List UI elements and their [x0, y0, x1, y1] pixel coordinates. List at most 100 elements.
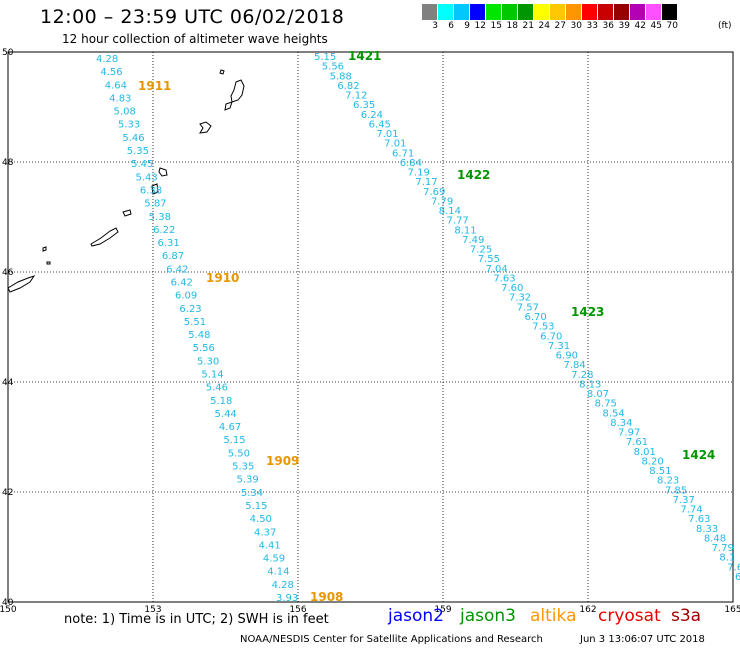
color-scale-tick: 39: [618, 21, 630, 31]
legend-cryosat: cryosat: [598, 606, 661, 626]
altika-track-value: 4.14: [267, 567, 289, 578]
altika-track-value: 4.41: [258, 540, 280, 551]
altika-track-value: 5.14: [201, 370, 223, 381]
color-scale-tick: 42: [634, 21, 646, 31]
altika-track-value: 5.50: [228, 448, 250, 459]
island-outline: [219, 69, 225, 75]
figure-title: 12:00 – 23:59 UTC 06/02/2018: [40, 6, 345, 28]
jason3-track-value: 5.88: [330, 71, 352, 82]
pass-number: 1908: [310, 590, 343, 604]
lon-tick-label: 162: [579, 605, 596, 615]
island-outline: [224, 101, 233, 111]
jason3-track-value: 6.84: [400, 158, 422, 169]
altika-track-value: 4.37: [254, 527, 276, 538]
altika-track-value: 5.48: [188, 330, 210, 341]
jason3-track-value: 7.53: [532, 322, 554, 333]
color-scale-tick: 21: [522, 21, 534, 31]
jason3-track-value: 7.85: [665, 485, 687, 496]
color-scale-tick: 12: [474, 21, 486, 31]
altika-track-value: 5.45: [131, 159, 153, 170]
pass-number-labels: 1911 1910 1909 1908 1421 1422 1423 1424: [138, 49, 715, 604]
island-outline: [90, 227, 119, 247]
jason3-track-value: 7.63: [688, 514, 710, 525]
jason3-track-value: 7.84: [563, 360, 585, 371]
altika-track-value: 5.30: [197, 356, 219, 367]
jason3-track-value: 8.20: [641, 456, 663, 467]
lat-tick-label: 42: [2, 488, 13, 498]
track-value-labels: 4.28 4.56 4.64 4.83 5.08 5.33 5.46 5.35 5.45 5.43…: [96, 52, 740, 604]
altika-track-value: 4.50: [250, 514, 272, 525]
jason3-track-value: 8.54: [602, 408, 624, 419]
color-swatch: [662, 4, 678, 20]
coastline: [7, 69, 245, 293]
jason3-track-value: 6.70: [525, 312, 547, 323]
lon-tick-label: 165: [724, 605, 740, 615]
lon-tick-label: 150: [0, 605, 17, 615]
altika-track-value: 4.56: [100, 67, 122, 78]
altika-track-value: 5.35: [232, 462, 254, 473]
jason3-track-value: 7.57: [517, 302, 539, 313]
jason3-track-value: 7.69: [423, 187, 445, 198]
jason3-track-value: 8.75: [595, 399, 617, 410]
pass-number: 1911: [138, 79, 171, 93]
color-swatch: [598, 4, 614, 20]
color-swatch: [518, 4, 534, 20]
jason3-track-value: 7.63: [493, 273, 515, 284]
island-outline: [46, 261, 51, 265]
altika-track-value: 6.87: [162, 251, 184, 262]
lat-tick-label: 40: [2, 598, 14, 608]
color-swatch: [486, 4, 502, 20]
lat-tick-label: 46: [2, 268, 14, 278]
altika-track-value: 4.64: [105, 80, 127, 91]
island-outline: [42, 246, 47, 252]
altika-track-value: 5.44: [215, 409, 237, 420]
jason3-track-value: 7.04: [486, 264, 508, 275]
lat-tick-label: 50: [2, 48, 14, 58]
altika-track-value: 6.42: [166, 264, 188, 275]
jason3-track-value: 7.32: [509, 293, 531, 304]
altika-track-value: 5.56: [193, 343, 215, 354]
jason3-track-value: 7.61: [626, 437, 648, 448]
altika-track-value: 5.39: [236, 475, 258, 486]
jason3-track-value: 6: [735, 572, 740, 583]
altika-track-value: 5.46: [206, 383, 228, 394]
jason3-track-value: 7.12: [345, 91, 367, 102]
pass-number: 1422: [457, 168, 490, 182]
altika-track-value: 5.87: [144, 199, 166, 210]
altika-track-value: 5.15: [223, 435, 245, 446]
altika-track-value: 5.46: [122, 133, 144, 144]
jason3-track-value: 7.79: [712, 543, 734, 554]
legend-altika: altika: [530, 606, 577, 626]
lat-tick-label: 44: [2, 378, 14, 388]
lon-tick-label: 159: [434, 605, 451, 615]
jason3-track-value: 7.74: [680, 505, 702, 516]
pass-number: 1910: [206, 271, 239, 285]
color-swatch: [422, 4, 438, 20]
color-scale-tick: 18: [506, 21, 518, 31]
jason3-track-value: 8.11: [454, 225, 476, 236]
color-scale-tick: 45: [650, 21, 662, 31]
altika-track-value: 5.35: [127, 146, 149, 157]
island-outline: [199, 121, 212, 134]
color-scale-tick: 24: [538, 21, 550, 31]
jason3-track-value: 8.23: [657, 476, 679, 487]
lat-tick-label: 48: [2, 158, 14, 168]
jason3-track-value: 7.31: [548, 341, 570, 352]
island-outline: [158, 167, 168, 177]
color-swatch: [534, 4, 550, 20]
altika-track-value: 6.31: [157, 238, 179, 249]
jason3-track-value: 8.51: [649, 466, 671, 477]
color-scale-tick: 3: [432, 21, 438, 31]
jason3-track-value: 7.01: [384, 139, 406, 150]
altika-track-value: 5.38: [149, 212, 171, 223]
color-scale-tick: 27: [554, 21, 566, 31]
altika-track-value: 6.42: [171, 277, 193, 288]
altika-track-value: 4.67: [219, 422, 241, 433]
jason3-track-value: 7.60: [501, 283, 523, 294]
jason3-track-value: 8.14: [439, 206, 461, 217]
color-scale-tick: 36: [602, 21, 614, 31]
altika-track-value: 5.18: [210, 396, 232, 407]
island-outline: [122, 209, 132, 217]
